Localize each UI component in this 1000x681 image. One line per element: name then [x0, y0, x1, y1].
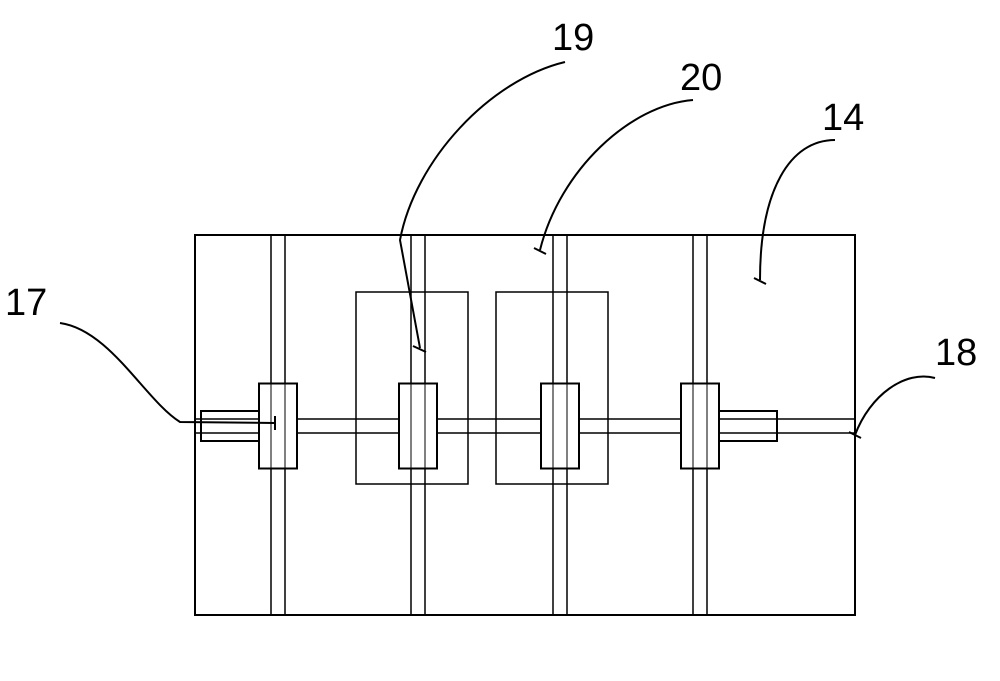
label-l18: 18 — [935, 332, 977, 374]
leader-l14 — [760, 140, 835, 280]
joint-2-outer — [541, 384, 579, 469]
label-l19: 19 — [552, 17, 594, 59]
left-tee-cap-17 — [201, 411, 259, 441]
label-l14: 14 — [822, 97, 864, 139]
right-tee-cap-18 — [719, 411, 777, 441]
joint-0-outer — [259, 384, 297, 469]
joint-1-outer — [399, 384, 437, 469]
leader-l17 — [60, 323, 275, 423]
label-l17: 17 — [5, 282, 47, 324]
joint-3-outer — [681, 384, 719, 469]
leader-l20 — [540, 100, 693, 250]
label-l20: 20 — [680, 57, 722, 99]
leader-l18 — [855, 377, 935, 435]
